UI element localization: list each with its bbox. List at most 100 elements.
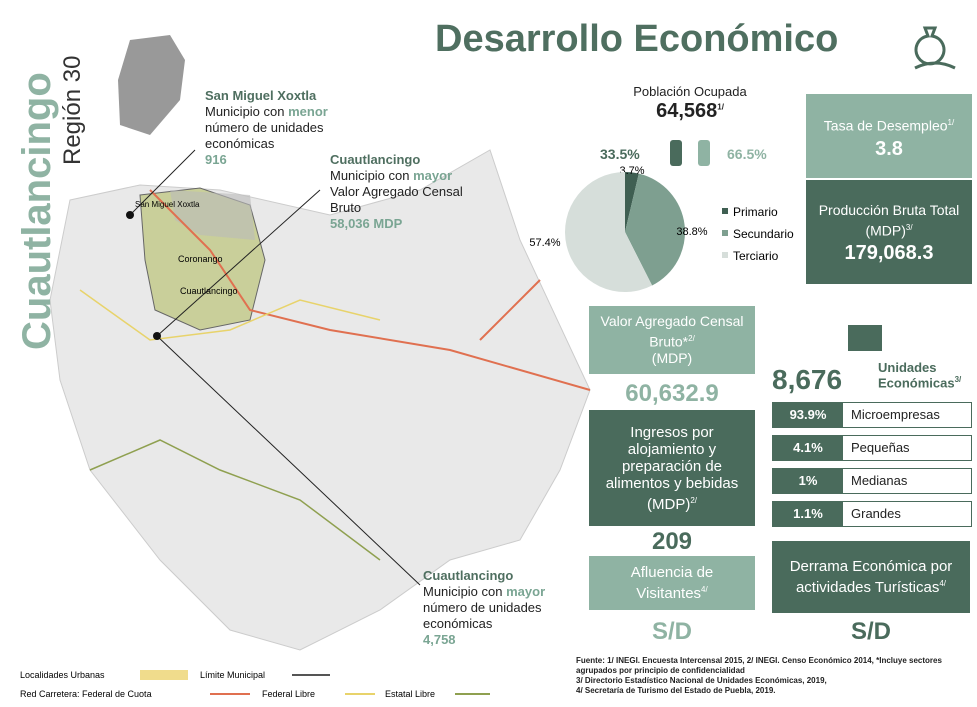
map-label: Coronango [178,254,223,264]
callout-text: Municipio con [423,584,503,599]
note: 1/ [947,118,955,128]
stat-label: Ingresos por alojamiento y preparación d… [605,423,739,513]
stat-box: Ingresos por alojamiento y preparación d… [589,410,755,526]
unidades-label: Unidades Económicas3/ [878,360,973,390]
pie-slice [625,173,685,286]
size-name: Medianas [851,473,908,488]
stat-box: Derrama Económica por actividades Turíst… [772,541,970,613]
callout-name: Cuautlancingo [423,568,514,583]
legend-label: Primario [733,205,778,219]
stat-label: Derrama Económica por actividades Turíst… [789,558,953,596]
pie-slice [565,172,653,292]
note: 3/ [905,222,913,232]
note: 3/ [954,375,962,384]
population-value: 64,5681/ [610,100,770,123]
size-row: 1.1% Grandes [772,501,972,527]
callout: San Miguel Xoxtla Municipio con menor núm… [205,88,355,168]
pie-slice [625,172,639,232]
road-federal-cuota [479,279,541,341]
pie-label: 38.8% [676,226,707,238]
size-row: 1% Medianas [772,468,972,494]
callout: Cuautlancingo Municipio con mayor número … [423,568,573,648]
population-label: Población Ocupada [633,84,747,99]
map-label: Cuautlancingo [180,286,238,296]
female-pct: 33.5% [600,146,640,162]
legend-label: Estatal Libre [385,689,435,699]
size-name: Microempresas [851,407,940,422]
title: Desarrollo Económico [435,18,839,60]
road-federal-cuota [149,189,591,391]
source-line: Fuente: 1/ INEGI. Encuesta Intercensal 2… [576,656,942,675]
stat-box: Valor Agregado Censal Bruto*2/ (MDP) [589,306,755,374]
legend-label: Límite Municipal [200,670,265,680]
note: 2/ [688,333,695,343]
callout-highlight: menor [288,104,328,119]
state-map [118,35,185,135]
size-pct: 1% [773,469,843,493]
stat-label: Valor Agregado Censal Bruto* [600,312,744,350]
size-row: 4.1% Pequeñas [772,435,972,461]
callout-value: 58,036 MDP [330,216,403,231]
note: 2/ [690,495,697,505]
callout: Cuautlancingo Municipio con mayor Valor A… [330,152,480,232]
stat-unit: (MDP) [651,350,693,367]
stat-label: Afluencia de Visitantes [630,564,714,602]
callout-line [129,149,196,216]
callout-value: 916 [205,152,227,167]
callout-text: Municipio con [205,104,285,119]
legend-label: Red Carretera: Federal de Cuota [20,689,152,699]
male-pct: 66.5% [727,146,767,162]
stat-value: 60,632.9 [625,380,719,407]
legend-label: Federal Libre [262,689,315,699]
stat-box: Producción Bruta Total (MDP)3/179,068.3 [806,180,972,284]
size-pct: 93.9% [773,403,843,427]
legend-swatch [722,208,728,214]
unidades-value: 8,676 [772,364,843,395]
stat-value: 209 [651,528,693,555]
urban-area [170,190,255,240]
sources: Fuente: 1/ INEGI. Encuesta Intercensal 2… [576,656,971,696]
size-name: Pequeñas [851,440,910,455]
size-name: Grandes [851,506,901,521]
size-row: 93.9% Microempresas [772,402,972,428]
legend-label: Localidades Urbanas [20,670,105,680]
note: 1/ [717,102,724,112]
money-icon [914,26,956,70]
stat-value: S/D [651,618,692,645]
callout-value: 4,758 [423,632,456,647]
callout-dot [126,211,134,219]
population-number: 64,568 [656,100,718,122]
stat-value: 3.8 [875,137,903,160]
stat-label: Producción Bruta Total (MDP) [818,201,960,239]
callout-name: Cuautlancingo [330,152,421,167]
callout-highlight: mayor [413,168,453,183]
pie-label: 57.4% [529,237,560,249]
stat-box: Afluencia de Visitantes4/ [589,556,755,610]
callout-text: Valor Agregado Censal Bruto [330,184,463,215]
road-federal-libre [79,289,381,341]
male-icon [698,140,710,166]
size-pct: 1.1% [773,502,843,526]
map-label: San Miguel Xoxtla [135,200,200,209]
road-estatal [89,439,381,561]
unidades-text: Unidades Económicas [878,360,955,391]
callout-text: Municipio con [330,168,410,183]
side-title: Cuautlancingo [15,72,59,350]
region: Región 30 [59,56,86,165]
callout-text: número de unidades económicas [205,120,324,151]
pie-label: 3.7% [619,165,644,177]
legend-label: Secundario [733,227,794,241]
female-icon [670,140,682,166]
callout-name: San Miguel Xoxtla [205,88,317,103]
legend-swatch [722,230,728,236]
callout-dot [153,332,161,340]
callout-text: número de unidades económicas [423,600,542,631]
size-pct: 4.1% [773,436,843,460]
pie-chart: 3.7% Primario 38.8% Secundario 57.4% Terciari… [529,165,794,292]
stat-label: Tasa de Desempleo [823,117,948,134]
stat-box: Tasa de Desempleo1/3.8 [806,94,972,178]
source-line: 4/ Secretaría de Turismo del Estado de P… [576,686,776,695]
building-icon [848,325,882,351]
